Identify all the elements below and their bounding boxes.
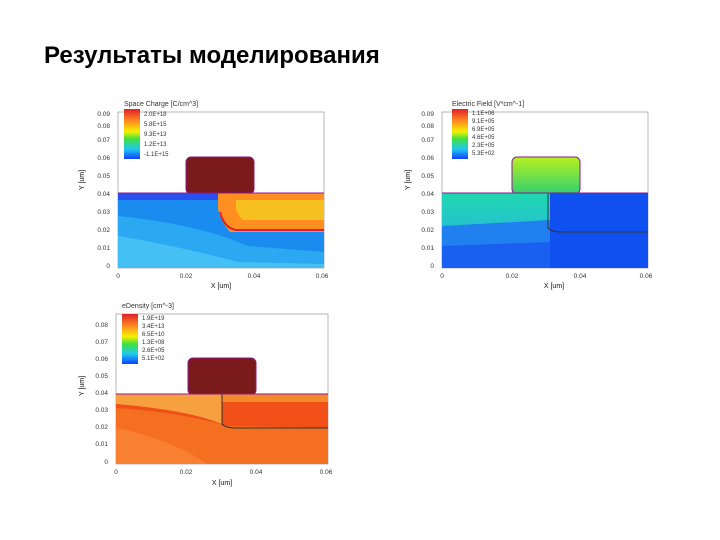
legend-colorbar (452, 109, 468, 159)
y-tick-label: 0.02 (95, 424, 108, 431)
x-tick-label: 0.06 (320, 469, 333, 476)
electron-density-plot-svg: eDensity [cm^-3] 1.9E+19 3.4E+13 6.5E+10… (79, 303, 333, 487)
legend-title: eDensity [cm^-3] (122, 303, 174, 310)
legend-entry: 5.8E+15 (144, 122, 167, 128)
x-tick-label: 0.02 (506, 273, 519, 280)
x-axis: 0 0.02 0.04 0.06 X [um] (116, 273, 329, 290)
y-tick-label: 0 (104, 459, 108, 466)
x-tick-label: 0.02 (180, 273, 193, 280)
gate-region (511, 156, 581, 195)
legend-entry: 9.3E+13 (144, 132, 167, 138)
y-axis: 0 0.01 0.02 0.03 0.04 0.05 0.06 0.07 0.0… (79, 111, 110, 270)
y-tick-label: 0 (430, 263, 434, 270)
x-tick-label: 0.04 (250, 469, 263, 476)
legend-title: Space Charge [C/cm^3] (124, 101, 198, 108)
legend-entry: 5.3E+02 (472, 151, 495, 157)
contour-band (442, 242, 550, 268)
legend-entry: 4.6E+05 (472, 135, 495, 141)
y-tick-label: 0.06 (97, 155, 110, 162)
x-tick-label: 0.06 (640, 273, 653, 280)
contour-band (116, 428, 208, 464)
contour-band (116, 394, 222, 424)
y-tick-label: 0.09 (421, 111, 434, 118)
legend-title: Electric Field [V*cm^-1] (452, 101, 524, 108)
contour-band (118, 236, 324, 268)
x-tick-label: 0.02 (180, 469, 193, 476)
y-tick-label: 0.03 (421, 209, 434, 216)
y-tick-label: 0.04 (97, 191, 110, 198)
y-tick-label: 0.04 (95, 390, 108, 397)
legend-entries: 1.1E+06 9.1E+05 6.9E+05 4.6E+05 2.3E+05 … (472, 111, 495, 157)
x-tick-label: 0.04 (574, 273, 587, 280)
junction-line (547, 193, 648, 233)
y-axis: 0 0.01 0.02 0.03 0.04 0.05 0.06 0.07 0.0… (405, 111, 434, 270)
y-axis-label: Y [um] (79, 376, 86, 396)
legend-entry: 6.9E+05 (472, 127, 495, 133)
y-tick-label: 0.08 (95, 322, 108, 329)
y-tick-label: 0.05 (421, 173, 434, 180)
legend-entry: 1.3E+08 (142, 340, 165, 346)
y-axis: 0 0.01 0.02 0.03 0.04 0.05 0.06 0.07 0.0… (79, 322, 108, 466)
y-tick-label: 0.01 (421, 245, 434, 252)
y-tick-label: 0.02 (97, 227, 110, 234)
legend-entry: 2.0E+18 (144, 112, 167, 118)
y-tick-label: 0.06 (421, 155, 434, 162)
y-tick-label: 0.09 (97, 111, 110, 118)
slide-title: Результаты моделирования (44, 42, 380, 69)
x-tick-label: 0 (440, 273, 444, 280)
y-tick-label: 0 (106, 263, 110, 270)
legend-entry: 3.4E+13 (142, 324, 165, 330)
x-tick-label: 0.04 (248, 273, 261, 280)
legend-entry: 1.2E+13 (144, 142, 167, 148)
gate-region (185, 156, 255, 195)
legend-entry: 9.1E+05 (472, 119, 495, 125)
x-axis: 0 0.02 0.04 0.06 X [um] (114, 469, 333, 487)
legend-entry: 6.5E+10 (142, 332, 165, 338)
legend-entries: 1.9E+19 3.4E+13 6.5E+10 1.3E+08 2.6E+05 … (142, 316, 165, 362)
electric-field-plot: Electric Field [V*cm^-1] 1.1E+06 9.1E+05… (402, 96, 664, 292)
y-tick-label: 0.01 (95, 441, 108, 448)
space-charge-plot-svg: Space Charge [C/cm^3] 2.0E+18 5.8E+15 9.… (79, 101, 329, 290)
y-tick-label: 0.01 (97, 245, 110, 252)
y-axis-label: Y [um] (79, 170, 86, 190)
space-charge-plot: Space Charge [C/cm^3] 2.0E+18 5.8E+15 9.… (78, 96, 340, 292)
x-axis-label: X [um] (211, 283, 231, 290)
y-tick-label: 0.02 (421, 227, 434, 234)
x-tick-label: 0.06 (316, 273, 329, 280)
legend-entry: 2.6E+05 (142, 348, 165, 354)
y-tick-label: 0.05 (95, 373, 108, 380)
x-tick-label: 0 (116, 273, 120, 280)
electric-field-plot-svg: Electric Field [V*cm^-1] 1.1E+06 9.1E+05… (405, 101, 653, 290)
x-axis-label: X [um] (212, 480, 232, 487)
legend-entry: 2.3E+05 (472, 143, 495, 149)
legend-entries: 2.0E+18 5.8E+15 9.3E+13 1.2E+13 -1.1E+15 (144, 112, 169, 158)
y-axis-label: Y [um] (405, 170, 412, 190)
y-tick-label: 0.03 (97, 209, 110, 216)
y-tick-label: 0.06 (95, 356, 108, 363)
y-tick-label: 0.07 (421, 137, 434, 144)
electron-density-plot: eDensity [cm^-3] 1.9E+19 3.4E+13 6.5E+10… (78, 298, 340, 494)
y-tick-label: 0.05 (97, 173, 110, 180)
x-axis-label: X [um] (544, 283, 564, 290)
y-tick-label: 0.07 (95, 339, 108, 346)
y-tick-label: 0.03 (95, 407, 108, 414)
gate-region (187, 357, 257, 396)
legend-colorbar (122, 314, 138, 364)
legend-entry: 1.1E+06 (472, 111, 495, 117)
y-tick-label: 0.04 (421, 191, 434, 198)
legend-entry: 1.9E+19 (142, 316, 165, 322)
legend-entry: -1.1E+15 (144, 152, 169, 158)
junction-line (219, 211, 324, 231)
x-tick-label: 0 (114, 469, 118, 476)
junction-line (221, 394, 328, 429)
legend-entry: 5.1E+02 (142, 356, 165, 362)
legend-colorbar (124, 109, 140, 159)
x-axis: 0 0.02 0.04 0.06 X [um] (440, 273, 653, 290)
y-tick-label: 0.08 (421, 123, 434, 130)
contour-band (236, 200, 324, 220)
y-tick-label: 0.07 (97, 137, 110, 144)
y-tick-label: 0.08 (97, 123, 110, 130)
